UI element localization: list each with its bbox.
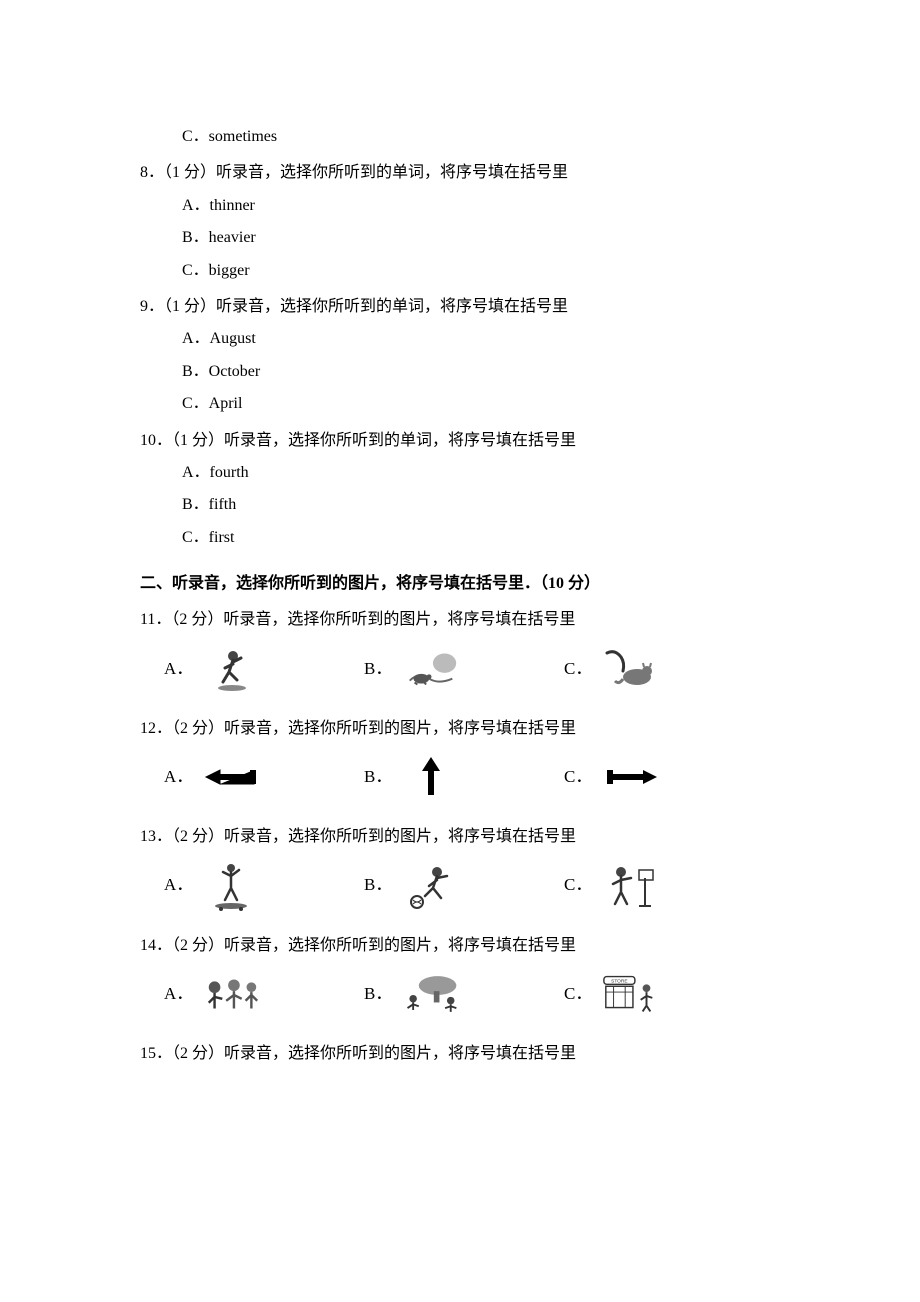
q14-option-a-label: A． [164, 978, 193, 1010]
q12-option-b: B． [364, 754, 564, 800]
q11-option-a-label: A． [164, 653, 193, 685]
q9-stem: 9．（1 分）听录音，选择你所听到的单词，将序号填在括号里 [140, 292, 780, 322]
girl-grandparents-icon [201, 971, 263, 1017]
q13-option-b-label: B． [364, 869, 392, 901]
q11-option-b: B． [364, 646, 564, 692]
store-building-icon: STORE [600, 971, 662, 1017]
q7-option-c: C．sometimes [140, 122, 780, 152]
boy-playing-ball-icon [400, 863, 462, 909]
q11-option-a: A． [164, 646, 364, 692]
q8-option-a: A．thinner [140, 191, 780, 221]
kids-tree-picnic-icon [400, 971, 462, 1017]
q10-stem: 10．（1 分）听录音，选择你所听到的单词，将序号填在括号里 [140, 426, 780, 456]
q13-option-c-label: C． [564, 869, 592, 901]
q12-option-c-label: C． [564, 761, 592, 793]
arrow-up-icon [400, 754, 462, 800]
q13-option-a-label: A． [164, 869, 193, 901]
q15-stem: 15．（2 分）听录音，选择你所听到的图片，将序号填在括号里 [140, 1039, 780, 1069]
q14-option-a: A． [164, 971, 364, 1017]
q8-stem: 8．（1 分）听录音，选择你所听到的单词，将序号填在括号里 [140, 158, 780, 188]
q12-option-b-label: B． [364, 761, 392, 793]
hand-cat-icon [600, 646, 662, 692]
boy-skateboard-icon [201, 863, 263, 909]
q12-option-c: C． [564, 754, 764, 800]
q8-option-b: B．heavier [140, 223, 780, 253]
tortoise-landscape-icon [400, 646, 462, 692]
q10-option-b: B．fifth [140, 490, 780, 520]
q14-option-c-label: C． [564, 978, 592, 1010]
q14-option-c: C． STORE [564, 971, 764, 1017]
q9-option-c: C．April [140, 389, 780, 419]
q10-option-a: A．fourth [140, 458, 780, 488]
q12-option-a-label: A． [164, 761, 193, 793]
q9-option-b: B．October [140, 357, 780, 387]
section2-title: 二、听录音，选择你所听到的图片，将序号填在括号里．（10 分） [140, 569, 780, 599]
q14-option-b: B． [364, 971, 564, 1017]
q10-option-c: C．first [140, 523, 780, 553]
q11-options-row: A． B． [140, 646, 780, 692]
q13-stem: 13．（2 分）听录音，选择你所听到的图片，将序号填在括号里 [140, 822, 780, 852]
arrow-left-icon [201, 754, 263, 800]
boy-music-stand-icon [600, 863, 662, 909]
q11-option-c: C． [564, 646, 764, 692]
q14-option-b-label: B． [364, 978, 392, 1010]
svg-text:STORE: STORE [611, 978, 628, 984]
q12-option-a: A． [164, 754, 364, 800]
arrow-right-icon [600, 754, 662, 800]
q14-stem: 14．（2 分）听录音，选择你所听到的图片，将序号填在括号里 [140, 931, 780, 961]
q11-option-b-label: B． [364, 653, 392, 685]
boy-running-icon [201, 646, 263, 692]
q13-option-b: B． [364, 863, 564, 909]
q11-stem: 11．（2 分）听录音，选择你所听到的图片，将序号填在括号里 [140, 605, 780, 635]
q9-option-a: A．August [140, 324, 780, 354]
q8-option-c: C．bigger [140, 256, 780, 286]
q13-option-c: C． [564, 863, 764, 909]
q11-option-c-label: C． [564, 653, 592, 685]
q12-options-row: A． B． C． [140, 754, 780, 800]
q13-option-a: A． [164, 863, 364, 909]
q13-options-row: A． B． [140, 863, 780, 909]
q14-options-row: A． B． [140, 971, 780, 1017]
q12-stem: 12．（2 分）听录音，选择你所听到的图片，将序号填在括号里 [140, 714, 780, 744]
